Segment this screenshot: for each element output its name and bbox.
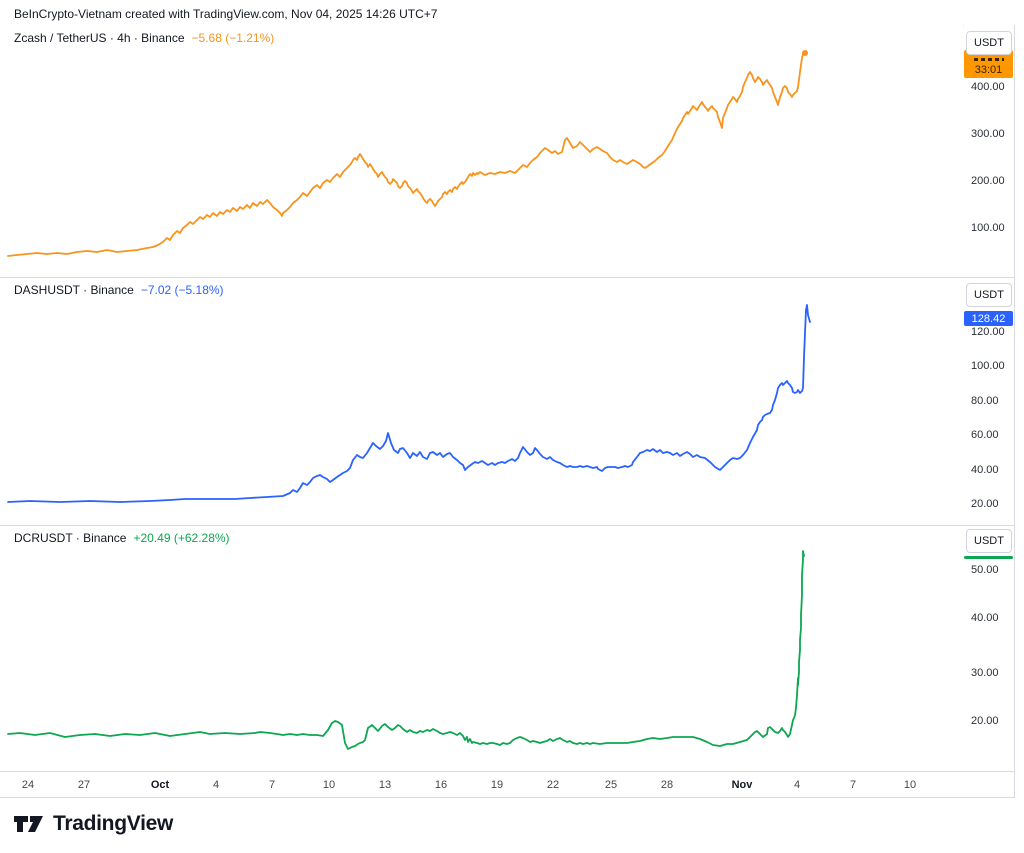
price-tick-label: 40.00 [971, 464, 999, 476]
time-tick-label: 7 [849, 779, 857, 791]
attribution-text: BeInCrypto-Vietnam created with TradingV… [14, 7, 438, 21]
price-tick-label: 20.00 [971, 715, 999, 727]
time-tick-label: 10 [903, 779, 917, 791]
currency-button-usdt-1[interactable]: USDT [966, 31, 1012, 55]
pane-divider-2 [0, 525, 1014, 526]
price-tick-label: 20.00 [971, 498, 999, 510]
symbol-title: DASHUSDT · Binance [14, 283, 134, 297]
last-price-value: 128.42 [971, 312, 1006, 325]
symbol-title: DCRUSDT · Binance [14, 531, 127, 545]
time-tick-label: 27 [77, 779, 91, 791]
price-tick-label: 120.00 [971, 326, 1005, 338]
price-tick-label: 100.00 [971, 222, 1005, 234]
tradingview-logo-icon [14, 816, 43, 832]
price-tick-label: 80.00 [971, 395, 999, 407]
time-axis[interactable]: 24 27 Oct 4 7 10 13 16 19 22 25 28 Nov 4 7 10 [0, 771, 1014, 798]
symbol-title: Zcash / TetherUS · 4h · Binance [14, 31, 185, 45]
price-line-0 [7, 52, 806, 257]
time-tick-label: 22 [546, 779, 560, 791]
change-value: +20.49 (+62.28%) [133, 531, 230, 545]
price-tick-label: 40.00 [971, 612, 999, 624]
price-tick-label: 300.00 [971, 128, 1005, 140]
price-tick-label: 400.00 [971, 81, 1005, 93]
change-value: −7.02 (−5.18%) [140, 283, 224, 297]
price-line-2 [7, 550, 805, 750]
tradingview-logo-text: TradingView [53, 812, 174, 835]
time-tick-label: 16 [434, 779, 448, 791]
time-tick-label: Nov [731, 779, 753, 791]
price-tick-label: 50.00 [971, 564, 999, 576]
last-price-label-dash: 128.42 [964, 311, 1013, 326]
time-tick-label: 19 [490, 779, 504, 791]
time-tick-label: 24 [21, 779, 35, 791]
time-tick-label: 28 [660, 779, 674, 791]
time-tick-label: 4 [793, 779, 801, 791]
price-scale-pane-3[interactable] [963, 526, 1014, 771]
change-value: −5.68 (−1.21%) [191, 31, 275, 45]
last-price-label-dcr-sliver [964, 556, 1013, 559]
time-tick-label: 10 [322, 779, 336, 791]
price-tick-label: 60.00 [971, 429, 999, 441]
price-tick-label: 200.00 [971, 175, 1005, 187]
hidden-price-digits [973, 58, 1004, 61]
price-line-1 [7, 304, 811, 503]
time-tick-label: 25 [604, 779, 618, 791]
price-scale-right-border [1014, 25, 1015, 798]
legend-dash: DASHUSDT · Binance −7.02 (−5.18%) [14, 283, 224, 297]
time-tick-label: 7 [268, 779, 276, 791]
time-tick-label: 4 [212, 779, 220, 791]
currency-button-usdt-2[interactable]: USDT [966, 283, 1012, 307]
time-tick-label: 13 [378, 779, 392, 791]
tradingview-footer: TradingView [14, 812, 173, 836]
legend-dcr: DCRUSDT · Binance +20.49 (+62.28%) [14, 531, 230, 545]
last-point-marker [802, 50, 808, 56]
price-tick-label: 100.00 [971, 360, 1005, 372]
price-tick-label: 30.00 [971, 667, 999, 679]
currency-button-usdt-3[interactable]: USDT [966, 529, 1012, 553]
time-tick-label: Oct [150, 779, 170, 791]
legend-zcash: Zcash / TetherUS · 4h · Binance −5.68 (−1… [14, 31, 274, 45]
pane-divider-1 [0, 277, 1014, 278]
bar-countdown: 33:01 [974, 64, 1003, 76]
